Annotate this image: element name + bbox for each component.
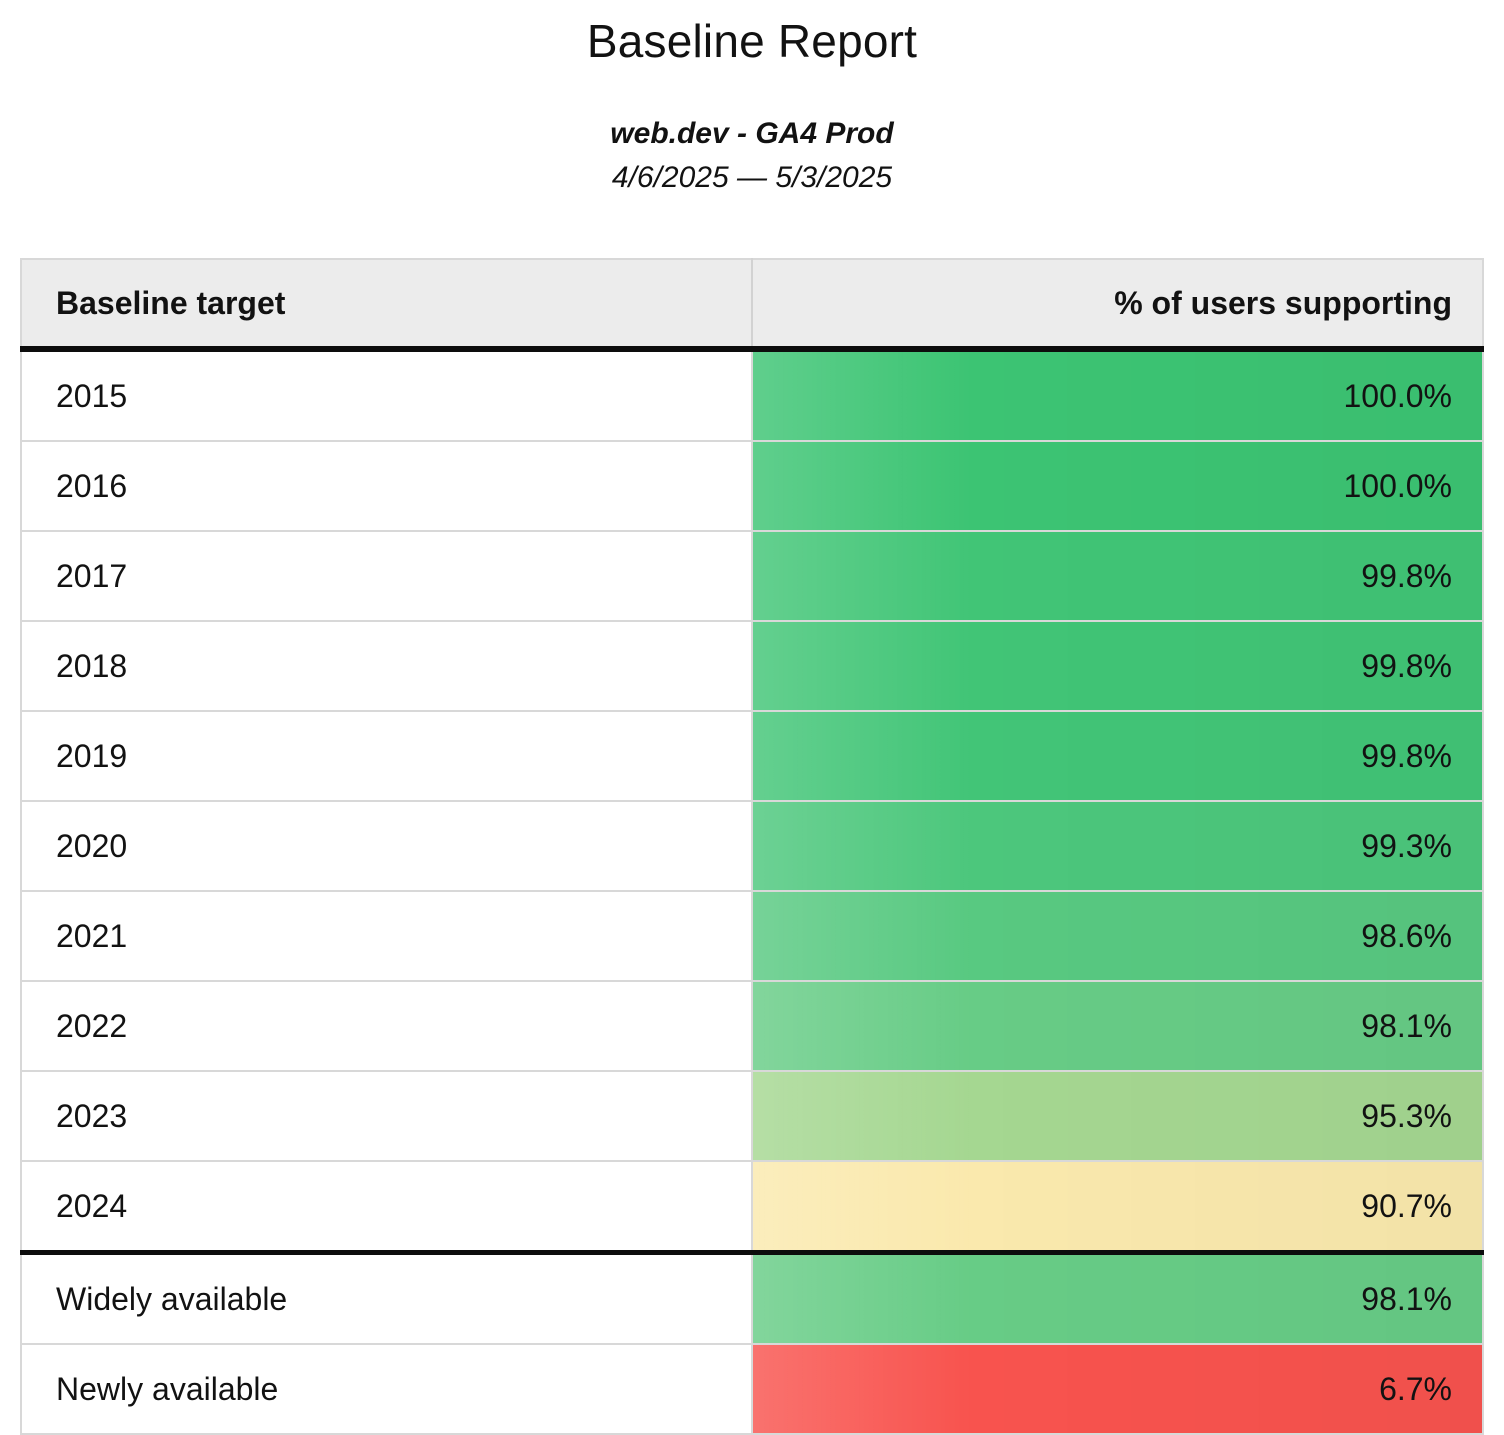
baseline-target-cell: 2015 [21, 348, 753, 441]
percent-cell: 98.1% [752, 980, 1483, 1071]
baseline-target-cell: 2020 [21, 800, 753, 891]
percent-cell: 95.3% [752, 1070, 1483, 1161]
percent-cell: 98.1% [752, 1250, 1483, 1344]
baseline-target-cell: 2019 [21, 710, 753, 801]
table-row: 2017 99.8% [21, 530, 1483, 621]
baseline-table-container: Baseline target % of users supporting 20… [20, 258, 1484, 1435]
table-row: 2018 99.8% [21, 620, 1483, 711]
percent-cell: 99.3% [752, 800, 1483, 891]
baseline-target-cell: Newly available [21, 1343, 753, 1434]
percent-cell: 6.7% [752, 1343, 1483, 1434]
table-row: Widely available 98.1% [21, 1250, 1483, 1344]
report-subtitle: web.dev - GA4 Prod [610, 117, 894, 150]
percent-cell: 99.8% [752, 710, 1483, 801]
baseline-table: Baseline target % of users supporting 20… [20, 258, 1484, 1435]
percent-cell: 90.7% [752, 1160, 1483, 1253]
column-header-baseline-target: Baseline target [21, 259, 753, 352]
baseline-target-cell: 2023 [21, 1070, 753, 1161]
baseline-target-cell: Widely available [21, 1250, 753, 1344]
percent-cell: 100.0% [752, 348, 1483, 441]
percent-cell: 98.6% [752, 890, 1483, 981]
table-row: 2015 100.0% [21, 348, 1483, 441]
table-body: 2015 100.0% 2016 100.0% 2017 99.8% 2018 … [21, 348, 1483, 1434]
table-header: Baseline target % of users supporting [21, 259, 1483, 352]
percent-cell: 99.8% [752, 620, 1483, 711]
table-row: 2016 100.0% [21, 440, 1483, 531]
percent-cell: 100.0% [752, 440, 1483, 531]
table-row: 2020 99.3% [21, 800, 1483, 891]
table-row: 2022 98.1% [21, 980, 1483, 1071]
column-header-percent-supporting: % of users supporting [752, 259, 1483, 352]
report-date-range: 4/6/2025 — 5/3/2025 [611, 161, 893, 194]
table-row: 2023 95.3% [21, 1070, 1483, 1161]
table-row: Newly available 6.7% [21, 1343, 1483, 1434]
baseline-target-cell: 2018 [21, 620, 753, 711]
table-row: 2019 99.8% [21, 710, 1483, 801]
report-header: Baseline Report web.dev - GA4 Prod 4/6/2… [0, 16, 1504, 200]
table-row: 2024 90.7% [21, 1160, 1483, 1253]
table-row: 2021 98.6% [21, 890, 1483, 981]
baseline-target-cell: 2016 [21, 440, 753, 531]
baseline-target-cell: 2024 [21, 1160, 753, 1253]
page-title: Baseline Report [586, 15, 918, 67]
baseline-target-cell: 2017 [21, 530, 753, 621]
table-header-row: Baseline target % of users supporting [21, 259, 1483, 352]
baseline-target-cell: 2021 [21, 890, 753, 981]
baseline-target-cell: 2022 [21, 980, 753, 1071]
percent-cell: 99.8% [752, 530, 1483, 621]
